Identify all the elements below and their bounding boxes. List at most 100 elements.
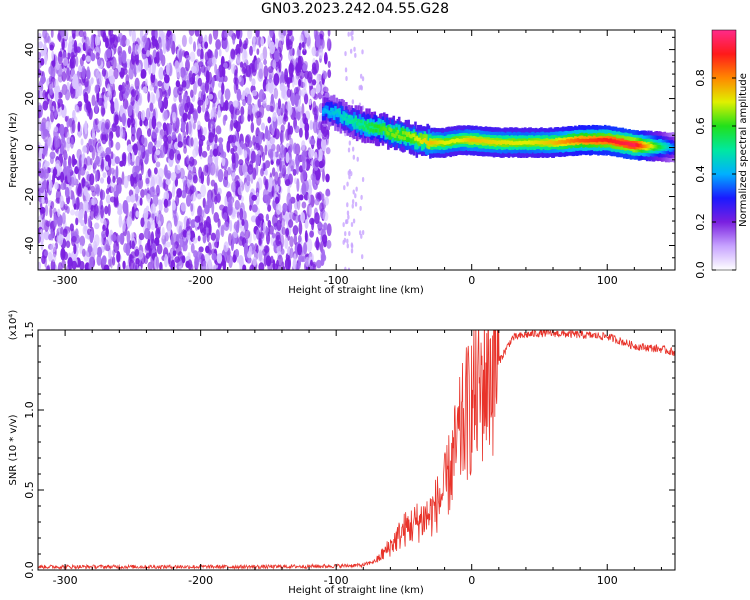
y-tick-label: 1.5 — [23, 321, 36, 339]
ridge-cell — [412, 133, 416, 138]
ridge-cell — [388, 127, 391, 131]
noise-blob — [57, 233, 64, 246]
noise-blob — [187, 110, 191, 120]
noise-blob — [321, 234, 328, 244]
noise-blob — [116, 234, 121, 243]
ridge-cell — [400, 136, 404, 140]
noise-blob — [39, 202, 43, 216]
noise-blob — [242, 98, 247, 107]
noise-blob — [265, 104, 271, 112]
noise-blob — [149, 84, 154, 91]
noise-blob — [192, 110, 199, 121]
noise-blob — [344, 266, 347, 270]
ridge-cell — [426, 140, 429, 149]
ridge-cell — [355, 122, 359, 126]
noise-blob — [89, 138, 95, 153]
noise-blob — [155, 185, 160, 194]
noise-blob — [132, 165, 137, 178]
noise-blob — [223, 263, 227, 270]
noise-blob — [44, 196, 49, 205]
ridge-cell — [410, 134, 413, 139]
noise-blob — [70, 209, 76, 216]
noise-blob — [289, 236, 294, 248]
noise-blob — [324, 196, 330, 206]
noise-blob — [347, 31, 350, 37]
noise-blob — [253, 141, 257, 150]
noise-blob — [143, 207, 149, 221]
ridge-cell — [400, 127, 404, 136]
noise-blob — [351, 146, 355, 152]
noise-blob — [151, 115, 157, 130]
noise-blob — [269, 30, 274, 39]
ridge-cell — [560, 139, 564, 144]
ridge-cell — [563, 140, 566, 144]
noise-blob — [235, 43, 241, 57]
ridge-cell — [565, 139, 569, 143]
noise-blob — [309, 217, 315, 225]
ridge-cell — [568, 140, 572, 144]
colorbar-tick-label: 0.6 — [694, 117, 707, 135]
noise-blob — [250, 121, 255, 134]
noise-blob — [293, 253, 297, 264]
noise-blob — [190, 219, 197, 229]
ridge-cell — [548, 140, 551, 144]
noise-blob — [223, 169, 229, 181]
ridge-cell — [327, 110, 330, 115]
noise-blob — [255, 191, 260, 206]
noise-blob — [266, 137, 272, 149]
noise-blob — [76, 196, 80, 210]
noise-blob — [258, 68, 263, 80]
noise-blob — [187, 174, 193, 181]
noise-blob — [201, 150, 208, 158]
noise-blob — [354, 193, 357, 199]
noise-blob — [321, 193, 325, 202]
noise-blob — [347, 214, 350, 220]
noise-blob — [82, 200, 89, 214]
noise-blob — [38, 148, 43, 163]
noise-blob — [355, 186, 358, 192]
ridge-cell — [435, 141, 439, 145]
noise-blob — [221, 151, 227, 159]
ridge-cell — [359, 119, 363, 124]
noise-blob — [188, 263, 194, 270]
noise-blob — [312, 119, 318, 134]
noise-blob — [229, 219, 233, 232]
noise-blob — [131, 144, 138, 151]
noise-blob — [198, 33, 203, 45]
noise-blob — [105, 48, 112, 59]
ridge-cell — [446, 140, 450, 145]
noise-blob — [38, 102, 42, 110]
noise-blob — [151, 37, 158, 47]
ridge-cell — [583, 139, 587, 143]
noise-blob — [278, 39, 284, 53]
noise-blob — [76, 148, 82, 160]
ridge-cell — [475, 139, 478, 143]
noise-blob — [64, 115, 68, 122]
ridge-cell — [465, 138, 469, 142]
colorbar-tick-label: 0.2 — [694, 213, 707, 231]
noise-blob — [176, 187, 183, 198]
noise-blob — [138, 265, 142, 270]
noise-blob — [45, 121, 52, 132]
noise-blob — [202, 260, 207, 267]
ridge-cell — [391, 133, 394, 137]
ridge-cell — [555, 141, 558, 145]
noise-blob — [268, 74, 273, 84]
noise-blob — [48, 65, 54, 75]
ridge-cell — [388, 132, 391, 140]
ridge-cell — [564, 140, 568, 144]
noise-blob — [211, 56, 217, 65]
noise-blob — [168, 34, 173, 49]
noise-blob — [166, 172, 171, 180]
ridge-cell — [368, 122, 371, 127]
noise-blob — [351, 203, 354, 209]
ridge-cell — [506, 140, 509, 144]
ridge-cell — [429, 140, 432, 144]
noise-blob — [308, 252, 314, 264]
noise-blob — [214, 195, 218, 205]
noise-blob — [49, 88, 53, 96]
noise-blob — [285, 128, 290, 141]
ridge-cell — [580, 138, 584, 143]
noise-blob — [131, 240, 136, 250]
noise-blob — [276, 219, 282, 232]
